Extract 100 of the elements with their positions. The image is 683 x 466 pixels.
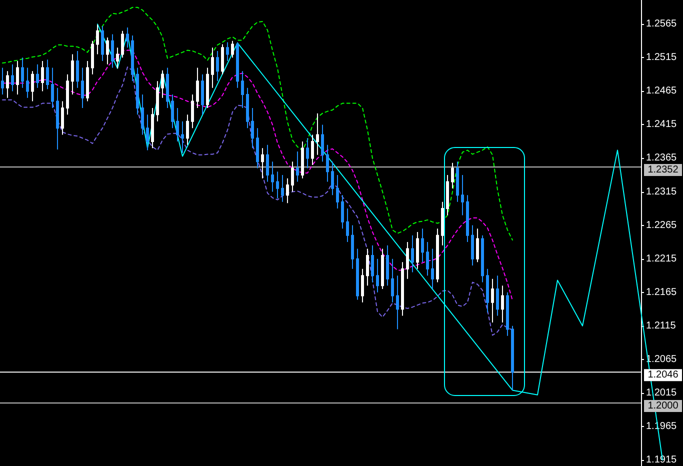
line-series xyxy=(2,6,513,241)
y-tick-label: 1.2265 xyxy=(646,220,678,231)
line-series xyxy=(2,66,513,336)
candlestick xyxy=(206,67,209,108)
candlestick xyxy=(316,112,319,156)
candlestick xyxy=(126,26,129,48)
candlestick xyxy=(296,151,299,182)
candlestick xyxy=(226,42,229,62)
candlestick xyxy=(21,57,24,88)
y-tick-label: 1.2515 xyxy=(646,52,678,64)
candlestick xyxy=(186,114,189,146)
y-tick-label: 1.2465 xyxy=(646,86,678,97)
candlestick xyxy=(481,234,484,283)
candlestick xyxy=(236,42,239,88)
candlestick xyxy=(341,194,344,230)
candlestick xyxy=(301,140,304,179)
candlestick xyxy=(401,262,404,316)
ref-line-label: 1.2046 xyxy=(648,370,679,381)
candlestick xyxy=(471,224,474,266)
candlestick xyxy=(246,87,249,129)
candlestick xyxy=(6,70,9,98)
candlestick xyxy=(396,275,399,330)
candlestick xyxy=(466,194,469,243)
candlestick xyxy=(171,94,174,129)
candlestick xyxy=(71,54,74,96)
candlestick xyxy=(446,174,449,216)
candlestick xyxy=(201,74,204,116)
y-tick-label: 1.2215 xyxy=(646,253,678,264)
y-tick-label: 1.2315 xyxy=(646,186,678,198)
candlestick xyxy=(231,40,234,58)
candlestick xyxy=(441,201,444,246)
candlestick xyxy=(86,60,89,102)
candlestick xyxy=(321,124,324,162)
candlestick xyxy=(96,24,99,55)
y-tick-label: 1.2165 xyxy=(646,286,678,298)
candlestick xyxy=(141,94,144,136)
candlestick xyxy=(336,174,339,210)
candlestick xyxy=(306,138,309,169)
candlestick xyxy=(421,228,424,263)
candlestick xyxy=(106,37,109,65)
y-tick-label: 1.2365 xyxy=(646,152,678,164)
candlestick xyxy=(286,178,289,204)
y-tick-label: 1.2115 xyxy=(646,320,676,332)
candlestick xyxy=(1,67,4,96)
candlestick xyxy=(351,224,354,270)
candlestick xyxy=(281,174,284,202)
candlestick xyxy=(41,60,44,92)
candlestick xyxy=(191,94,194,129)
candlestick xyxy=(381,248,384,290)
candlestick xyxy=(61,100,64,136)
candlestick xyxy=(136,67,139,116)
candlestick xyxy=(56,87,59,150)
candlestick xyxy=(411,234,414,273)
candlestick xyxy=(276,171,279,199)
candlestick xyxy=(431,248,434,290)
candlestick xyxy=(166,67,169,108)
candlestick xyxy=(496,275,499,316)
candlestick xyxy=(371,244,374,283)
candlestick xyxy=(26,67,29,98)
candlestick xyxy=(116,47,119,69)
candlestick xyxy=(356,248,359,300)
candlestick xyxy=(221,44,224,75)
candlestick xyxy=(366,248,369,286)
candlestick xyxy=(251,107,254,149)
candlestick xyxy=(76,50,79,88)
y-tick-label: 1.1915 xyxy=(646,454,678,466)
candlestick xyxy=(436,228,439,283)
candlestick xyxy=(261,148,264,179)
candlestick xyxy=(271,161,274,192)
ref-line-label: 1.2000 xyxy=(648,400,679,412)
candlestick xyxy=(11,64,14,92)
candlestick xyxy=(196,67,199,108)
ref-line-label: 1.2352 xyxy=(648,164,679,176)
candlestick xyxy=(16,60,19,96)
candlestick xyxy=(101,26,104,62)
candlestick xyxy=(121,30,124,58)
candlestick xyxy=(156,80,159,122)
candlestick xyxy=(111,34,114,68)
candlestick xyxy=(31,70,34,102)
candlestick xyxy=(486,268,489,313)
candlestick xyxy=(91,40,94,75)
candlestick xyxy=(81,67,84,108)
candlestick xyxy=(456,161,459,202)
candlestick xyxy=(146,114,149,151)
candlestick xyxy=(51,67,54,108)
candlestick xyxy=(391,258,394,303)
candlestick xyxy=(416,231,419,270)
candlestick xyxy=(216,50,219,82)
candlestick xyxy=(491,278,494,324)
candlestick xyxy=(151,107,154,149)
candlestick xyxy=(376,258,379,293)
candlestick xyxy=(181,120,184,154)
candlestick xyxy=(451,162,454,189)
candlestick xyxy=(461,174,464,216)
candlestick xyxy=(161,70,164,98)
candlestick xyxy=(311,134,314,166)
candlestick xyxy=(36,64,39,88)
candlestick xyxy=(291,161,294,192)
candlestick xyxy=(511,325,514,391)
candlestick xyxy=(361,268,364,303)
